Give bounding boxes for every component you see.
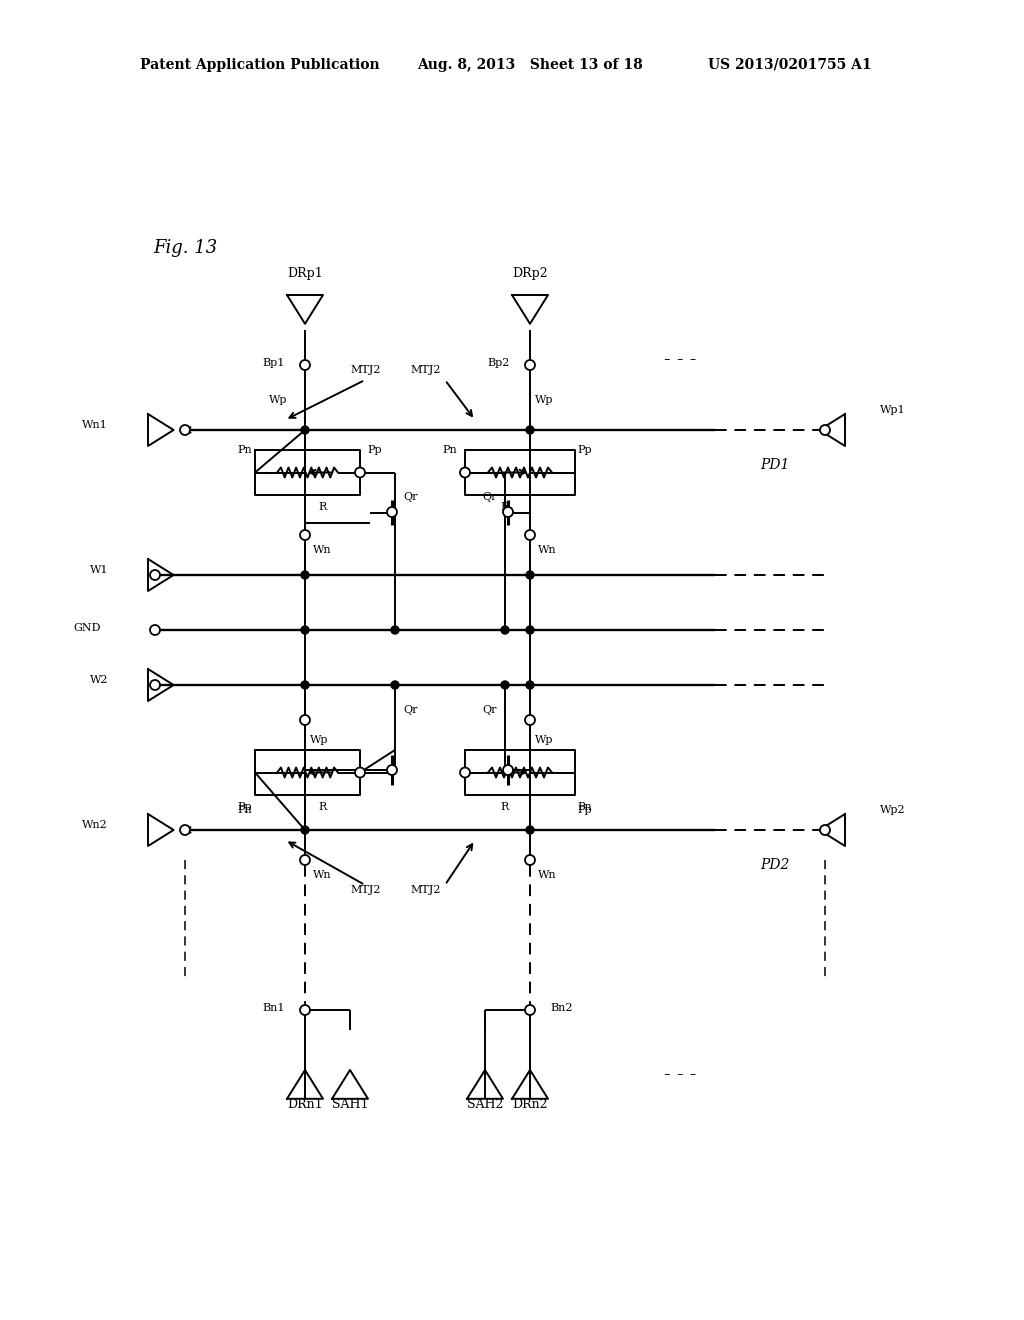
Circle shape [391, 681, 399, 689]
Text: Pp: Pp [578, 445, 592, 455]
Circle shape [526, 426, 534, 434]
Circle shape [501, 626, 509, 634]
Circle shape [355, 767, 365, 777]
Circle shape [460, 767, 470, 777]
Text: Pn: Pn [578, 803, 592, 812]
Circle shape [301, 426, 309, 434]
Circle shape [300, 1005, 310, 1015]
Text: SAH2: SAH2 [467, 1098, 503, 1111]
Text: R: R [318, 502, 327, 512]
Circle shape [150, 570, 160, 579]
Text: Pn: Pn [238, 445, 252, 455]
Text: MTJ2: MTJ2 [410, 884, 440, 895]
Text: Qr: Qr [403, 705, 418, 715]
Circle shape [301, 626, 309, 634]
Text: DRn2: DRn2 [512, 1098, 548, 1111]
Text: W2: W2 [89, 675, 108, 685]
Circle shape [525, 855, 535, 865]
Text: Wp: Wp [535, 395, 554, 405]
Text: Pp: Pp [368, 445, 382, 455]
Text: PD1: PD1 [760, 458, 790, 473]
Text: US 2013/0201755 A1: US 2013/0201755 A1 [709, 58, 871, 73]
Text: MTJ2: MTJ2 [350, 366, 381, 375]
Circle shape [820, 825, 830, 836]
Text: Wp2: Wp2 [880, 805, 905, 814]
Text: MTJ2: MTJ2 [410, 366, 440, 375]
Circle shape [180, 425, 190, 436]
Text: DRp2: DRp2 [512, 267, 548, 280]
Circle shape [460, 467, 470, 478]
Circle shape [391, 626, 399, 634]
Text: Pn: Pn [238, 805, 252, 814]
Text: MTJ2: MTJ2 [350, 884, 381, 895]
Circle shape [301, 572, 309, 579]
Text: SAH1: SAH1 [332, 1098, 369, 1111]
Text: Wp: Wp [268, 395, 287, 405]
Circle shape [525, 715, 535, 725]
Circle shape [300, 531, 310, 540]
Text: Pp: Pp [578, 805, 592, 814]
Text: Wn: Wn [538, 870, 557, 880]
Text: R: R [318, 803, 327, 812]
Circle shape [526, 572, 534, 579]
Text: R: R [501, 502, 509, 512]
Circle shape [526, 626, 534, 634]
Text: Fig. 13: Fig. 13 [153, 239, 217, 257]
Text: Qr: Qr [403, 492, 418, 502]
Text: R: R [501, 803, 509, 812]
Text: Wp1: Wp1 [880, 405, 905, 414]
Circle shape [525, 360, 535, 370]
Text: Qr: Qr [482, 705, 497, 715]
Circle shape [526, 826, 534, 834]
Circle shape [180, 825, 190, 836]
Circle shape [501, 681, 509, 689]
Circle shape [387, 766, 397, 775]
Circle shape [355, 467, 365, 478]
Circle shape [525, 531, 535, 540]
Text: - - -: - - - [664, 1067, 696, 1084]
Text: Wn: Wn [538, 545, 557, 554]
Circle shape [526, 681, 534, 689]
Text: Bp2: Bp2 [487, 358, 510, 368]
Circle shape [300, 715, 310, 725]
Text: Patent Application Publication: Patent Application Publication [140, 58, 380, 73]
Circle shape [525, 1005, 535, 1015]
Text: Wn: Wn [313, 870, 332, 880]
Circle shape [300, 360, 310, 370]
Text: Aug. 8, 2013   Sheet 13 of 18: Aug. 8, 2013 Sheet 13 of 18 [417, 58, 643, 73]
Text: DRp1: DRp1 [287, 267, 323, 280]
Text: Qr: Qr [482, 492, 497, 502]
Circle shape [503, 507, 513, 517]
Circle shape [300, 855, 310, 865]
Text: Wn2: Wn2 [82, 820, 108, 830]
Text: - - -: - - - [664, 351, 696, 370]
Text: Pp: Pp [238, 803, 252, 812]
Text: GND: GND [74, 623, 101, 634]
Text: Wn: Wn [313, 545, 332, 554]
Circle shape [301, 681, 309, 689]
Circle shape [301, 826, 309, 834]
Text: Wn1: Wn1 [82, 420, 108, 430]
Text: W1: W1 [89, 565, 108, 576]
Text: Wp: Wp [535, 735, 554, 744]
Text: Wp: Wp [310, 735, 329, 744]
Text: Bp1: Bp1 [262, 358, 285, 368]
Text: Bn2: Bn2 [550, 1003, 572, 1012]
Circle shape [820, 425, 830, 436]
Circle shape [387, 507, 397, 517]
Text: PD2: PD2 [760, 858, 790, 873]
Text: Pn: Pn [442, 445, 458, 455]
Circle shape [150, 624, 160, 635]
Circle shape [150, 680, 160, 690]
Text: DRn1: DRn1 [287, 1098, 323, 1111]
Circle shape [503, 766, 513, 775]
Text: Bn1: Bn1 [262, 1003, 285, 1012]
